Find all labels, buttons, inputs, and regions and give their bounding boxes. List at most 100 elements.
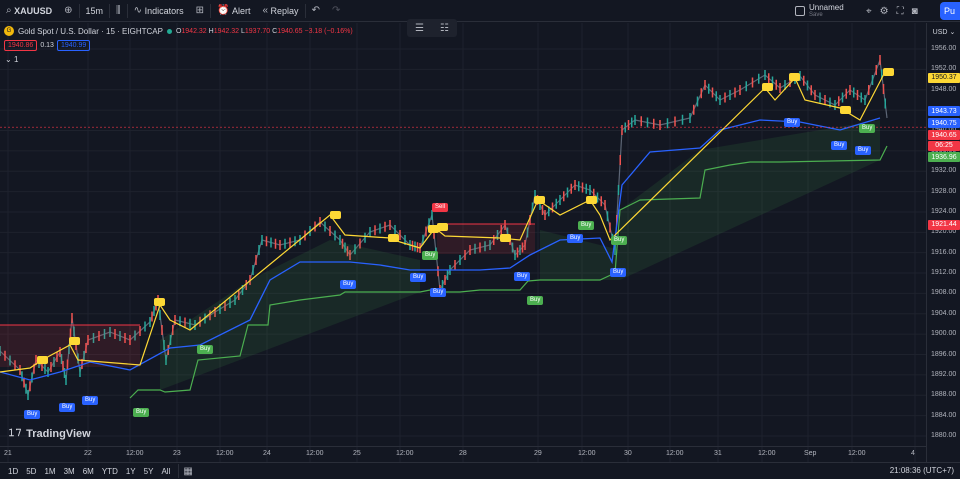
ask-price-button[interactable]: 1940.99 — [56, 40, 91, 51]
flag-marker — [840, 106, 851, 114]
divider — [209, 3, 211, 18]
price-tag: 1950.37 — [928, 72, 960, 83]
buy-signal-label: Buy — [59, 403, 76, 412]
flag-marker — [500, 234, 511, 242]
buy-signal-label: Buy — [422, 251, 439, 260]
time-tick-label: 22 — [84, 450, 92, 457]
flag-marker — [586, 196, 597, 204]
range-button-3m[interactable]: 3M — [63, 466, 75, 476]
price-tag: 1936.96 — [928, 152, 960, 163]
grid-icon: ⊞ — [195, 5, 204, 16]
alert-button[interactable]: ⏰ Alert — [211, 0, 256, 22]
chevron-down-icon: ⌄ — [5, 55, 12, 64]
range-button-ytd[interactable]: YTD — [101, 466, 118, 476]
bear-zone — [437, 224, 535, 254]
price-tick-label: 1940.00 — [931, 126, 956, 133]
gear-icon[interactable]: ⚙ — [879, 5, 889, 17]
buy-signal-label: Buy — [567, 234, 584, 243]
price-chart[interactable] — [0, 23, 926, 463]
undo-button[interactable]: ↶ — [306, 0, 326, 22]
clock-timezone[interactable]: 21:08:36 (UTC+7) — [889, 466, 954, 475]
price-axis[interactable]: USD⌄ 1956.001952.001948.001944.001940.00… — [926, 23, 960, 463]
divider — [304, 3, 306, 18]
symbol-search[interactable]: ⌕ XAUUSD — [0, 0, 58, 22]
layout-status: Save — [809, 12, 823, 18]
interval-button[interactable]: 15m — [85, 5, 104, 16]
price-tick-label: 1952.00 — [931, 65, 957, 73]
candles-icon: ⫼ — [116, 5, 121, 16]
time-tick-label: 25 — [353, 450, 361, 457]
layout-menu[interactable]: Unnamed Save — [795, 2, 855, 20]
time-tick-label: 12:00 — [848, 450, 866, 457]
time-axis[interactable]: 21 22 12:00 23 12:00 24 12:00 25 12:00 28 29 12:00 3… — [0, 446, 926, 462]
settings-sliders-icon[interactable]: ☰ — [415, 22, 424, 34]
legend-title[interactable]: Gold Spot / U.S. Dollar · 15 · EIGHTCAP — [18, 26, 163, 36]
layout-name: Unnamed — [809, 3, 844, 12]
price-tick-label: 1932.00 — [931, 167, 957, 175]
indicators-label: Indicators — [144, 5, 184, 16]
search-icon: ⌕ — [6, 5, 12, 16]
support-line — [129, 145, 888, 399]
time-tick-label: 23 — [173, 450, 181, 457]
time-tick-label: 12:00 — [578, 450, 596, 457]
flag-marker — [789, 73, 800, 81]
time-tick-label: 12:00 — [396, 450, 414, 457]
divider — [178, 464, 180, 478]
bottom-toolbar: 1D 5D 1M 3M 6M YTD 1Y 5Y All ▦ 21:08:36 (UTC+7) — [0, 462, 960, 479]
price-tick-label: 1928.00 — [931, 187, 957, 195]
time-tick-label: 12:00 — [216, 450, 234, 457]
chart-type-button[interactable]: ⫼ — [110, 0, 127, 22]
flag-marker — [388, 234, 399, 242]
range-button-6m[interactable]: 6M — [82, 466, 94, 476]
range-button-5d[interactable]: 5D — [26, 466, 37, 476]
templates-button[interactable]: ⊞ — [190, 0, 210, 22]
brand-name: TradingView — [26, 427, 91, 440]
price-tag: 06:25 — [928, 140, 960, 151]
buy-signal-label: Buy — [831, 141, 848, 150]
publish-button[interactable]: Pu — [940, 2, 960, 20]
price-tick-label: 1880.00 — [931, 432, 957, 439]
flag-marker — [437, 223, 448, 231]
calendar-icon[interactable]: ▦ — [183, 465, 193, 477]
fullscreen-icon[interactable]: ⛶ — [896, 5, 904, 17]
range-button-all[interactable]: All — [161, 466, 171, 476]
camera-icon[interactable]: ◙ — [911, 5, 918, 17]
flag-marker — [330, 211, 341, 219]
price-tick-label: 1916.00 — [931, 248, 957, 256]
bid-ask-panel: 1940.86 0.13 1940.99 — [4, 40, 91, 51]
compare-button[interactable]: ⊕ — [58, 0, 78, 22]
time-tick-label: 24 — [263, 450, 271, 457]
buy-signal-label: Buy — [578, 221, 595, 230]
redo-button[interactable]: ↷ — [326, 0, 346, 22]
buy-signal-label: Buy — [197, 345, 214, 354]
time-tick-label: 28 — [459, 450, 467, 457]
time-tick-label: 12:00 — [758, 450, 776, 457]
indicator-collapse-toggle[interactable]: ⌄ 1 — [5, 55, 18, 64]
ohlc-values: O1942.32 H1942.32 L1937.70 C1940.65 −3.1… — [175, 27, 353, 35]
buy-signal-label: Buy — [527, 296, 544, 305]
symbol-legend: G Gold Spot / U.S. Dollar · 15 · EIGHTCA… — [4, 26, 353, 36]
time-tick-label: 29 — [534, 450, 542, 457]
replay-button[interactable]: « Replay — [256, 0, 304, 22]
buy-signal-label: Buy — [82, 396, 99, 405]
price-tick-label: 1904.00 — [931, 309, 957, 317]
price-tick-label: 1912.00 — [931, 269, 957, 277]
range-button-1m[interactable]: 1M — [44, 466, 56, 476]
indicators-button[interactable]: ∿ Indicators — [128, 0, 190, 22]
buy-signal-label: Buy — [855, 146, 872, 155]
price-tick-label: 1896.00 — [931, 350, 957, 358]
currency-label: USD — [932, 28, 948, 36]
buy-signal-label: Buy — [859, 124, 876, 133]
time-tick-label: 12:00 — [126, 450, 144, 457]
range-button-1y[interactable]: 1Y — [125, 466, 136, 476]
currency-selector[interactable]: USD ⌄ — [929, 26, 959, 38]
range-button-1d[interactable]: 1D — [8, 466, 19, 476]
price-tag: 1943.73 — [928, 106, 960, 117]
price-tick-label: 1920.00 — [931, 228, 957, 236]
object-tree-icon[interactable]: ☷ — [440, 22, 449, 34]
bid-price-button[interactable]: 1940.86 — [4, 40, 38, 51]
range-button-5y[interactable]: 5Y — [143, 466, 154, 476]
flag-marker — [883, 68, 894, 76]
quick-search-icon[interactable]: ⌖ — [866, 5, 872, 17]
flag-marker — [762, 83, 773, 91]
